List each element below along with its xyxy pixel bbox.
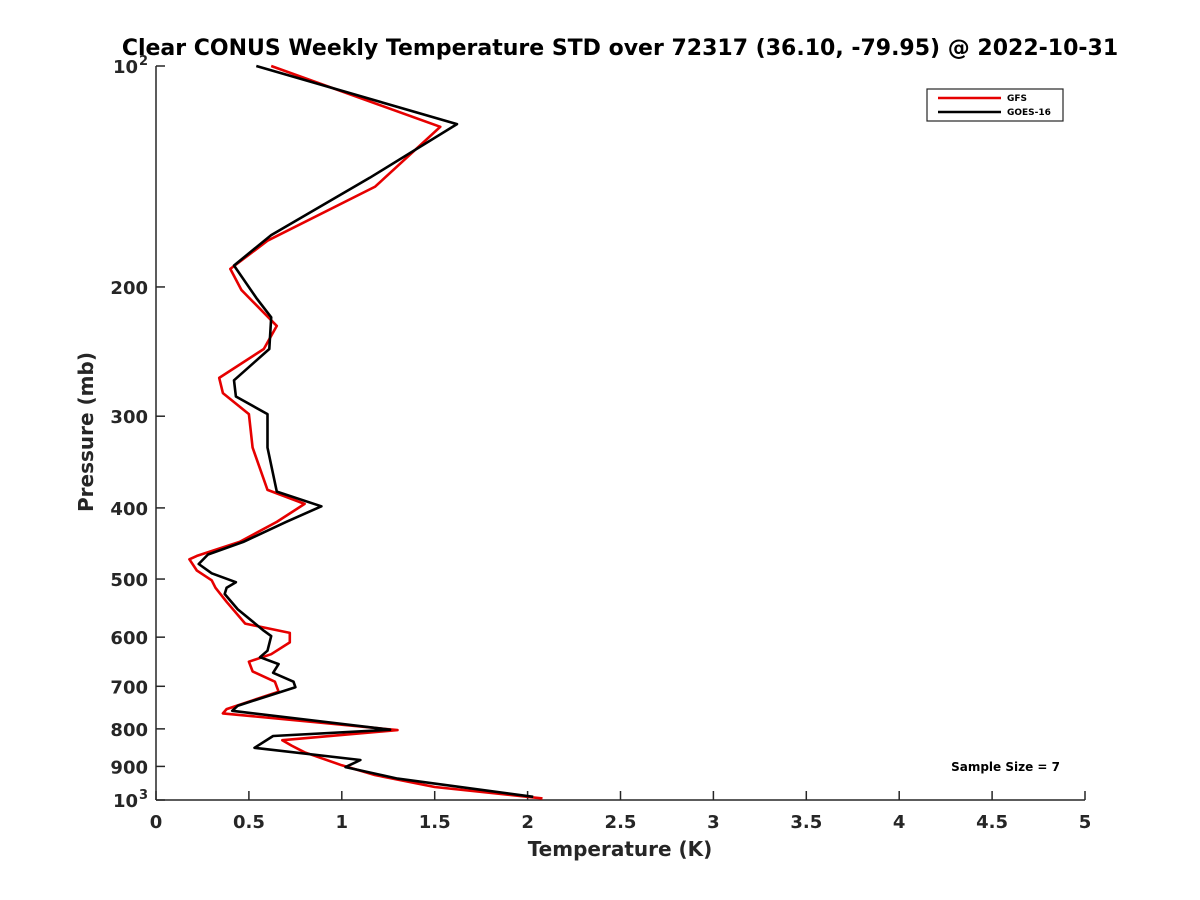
x-tick-label: 0.5 — [233, 812, 265, 833]
y-tick-label: 10 — [113, 57, 138, 78]
y-tick-label: 400 — [110, 499, 148, 520]
x-tick-label: 4.5 — [976, 812, 1008, 833]
y-tick-base: 200 — [110, 278, 148, 299]
y-tick-label: 900 — [110, 757, 148, 778]
x-axis-ticks: 0 0.5 1 1.5 2 2.5 3 3.5 4 4.5 5 — [150, 791, 1092, 833]
chart-title: Clear CONUS Weekly Temperature STD over … — [122, 36, 1118, 61]
y-tick-base: 700 — [110, 677, 148, 698]
y-tick-label: 300 — [110, 407, 148, 428]
x-tick-label: 3.5 — [790, 812, 822, 833]
x-tick-label: 1 — [336, 812, 349, 833]
x-tick-label: 5 — [1079, 812, 1092, 833]
x-tick-label: 3 — [707, 812, 720, 833]
legend-label: GFS — [1007, 94, 1027, 104]
x-tick-label: 4 — [893, 812, 906, 833]
y-tick-base: 900 — [110, 757, 148, 778]
y-tick-label: 10 — [113, 791, 138, 812]
series-line-gfs — [188, 64, 543, 800]
legend-box — [926, 88, 1064, 122]
y-tick-label: 600 — [110, 628, 148, 649]
y-axis-label: Pressure (mb) — [74, 352, 98, 512]
y-tick-label: 200 — [110, 278, 148, 299]
y-tick-exponent: 2 — [139, 54, 148, 69]
y-tick-base: 500 — [110, 570, 148, 591]
legend: GFS GOES-16 — [926, 88, 1064, 122]
x-tick-label: 0 — [150, 812, 163, 833]
y-tick-base: 300 — [110, 407, 148, 428]
series-line-goes-16 — [197, 64, 534, 799]
y-tick-label: 700 — [110, 677, 148, 698]
x-tick-label: 1.5 — [419, 812, 451, 833]
series-lines — [188, 64, 543, 800]
y-tick-base: 400 — [110, 499, 148, 520]
y-tick-label: 500 — [110, 570, 148, 591]
plot-frame — [155, 66, 1085, 801]
sample-size-annotation: Sample Size = 7 — [951, 760, 1060, 774]
y-tick-base: 10 — [113, 57, 138, 78]
y-tick-base: 800 — [110, 720, 148, 741]
y-tick-label: 800 — [110, 720, 148, 741]
y-tick-exponent: 3 — [139, 788, 148, 803]
y-tick-base: 600 — [110, 628, 148, 649]
y-tick-base: 10 — [113, 791, 138, 812]
x-axis-label: Temperature (K) — [528, 837, 713, 861]
legend-label: GOES-16 — [1007, 108, 1051, 118]
x-tick-label: 2 — [521, 812, 534, 833]
x-tick-label: 2.5 — [605, 812, 637, 833]
